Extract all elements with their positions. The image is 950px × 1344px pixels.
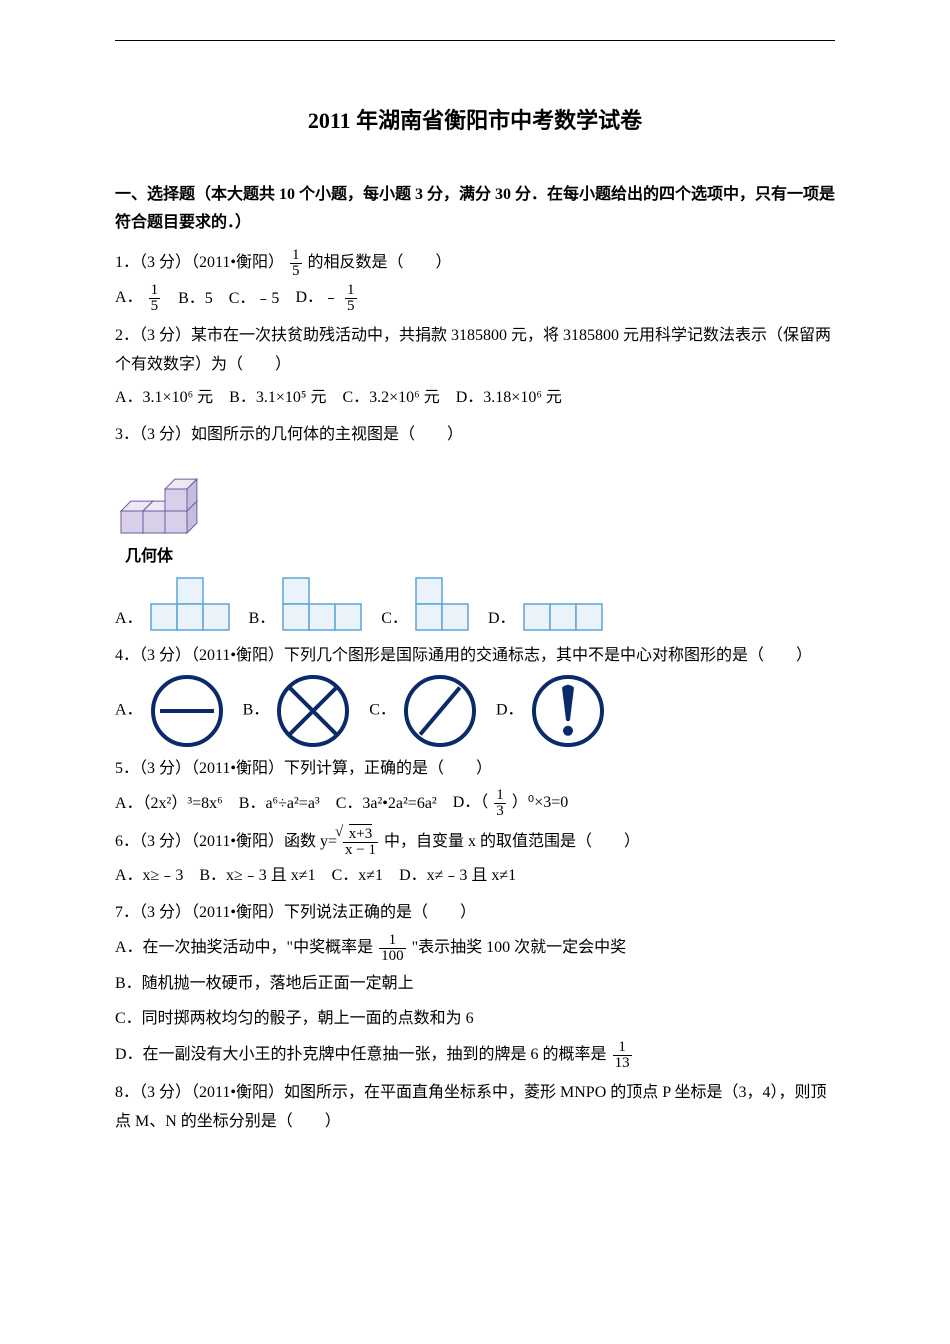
q2-opt-c: C．3.2×10⁶ 元 xyxy=(342,384,439,413)
q3-view-d-svg xyxy=(520,600,606,634)
q5-stem: 5．（3 分）（2011•衡阳）下列计算，正确的是（ ） xyxy=(115,755,835,784)
q6-frac: x+3 √ x − 1 xyxy=(343,827,378,858)
q3-b-label: B． xyxy=(249,610,276,627)
q1-a-pre: A． xyxy=(115,289,143,306)
q1-stem: 1．（3 分）（2011•衡阳） 1 5 的相反数是（ ） xyxy=(115,248,835,279)
q7-opt-a: A．在一次抽奖活动中，"中奖概率是 1 100 "表示抽奖 100 次就一定会中… xyxy=(115,933,835,964)
q7-a-num: 1 xyxy=(379,933,406,949)
q5-d-frac: 1 3 xyxy=(494,788,506,819)
q6-options: A．x≥﹣3 B．x≥﹣3 且 x≠1 C．x≠1 D．x≠﹣3 且 x≠1 xyxy=(115,862,835,891)
q3-view-a-svg xyxy=(147,574,233,634)
q4-a-label: A． xyxy=(115,702,143,719)
q1-opt-a: A． 1 5 xyxy=(115,283,162,314)
q7-d-pre: D．在一副没有大小王的扑克牌中任意抽一张，抽到的牌是 6 的概率是 xyxy=(115,1046,607,1063)
q1-a-den: 5 xyxy=(149,299,161,314)
q4-opt-d: D． xyxy=(496,675,608,747)
q5-d-den: 3 xyxy=(494,804,506,819)
q4-sign-c-svg xyxy=(404,675,476,747)
q7-d-frac: 1 13 xyxy=(613,1040,632,1071)
q3-stem: 3．（3 分）如图所示的几何体的主视图是（ ） xyxy=(115,421,835,450)
q6-stem-pre: 6．（3 分）（2011•衡阳）函数 y= xyxy=(115,833,337,850)
q2-stem: 2．（3 分）某市在一次扶贫助残活动中，共捐款 3185800 元，将 3185… xyxy=(115,322,835,380)
q4-opt-c: C． xyxy=(369,675,480,747)
q7-opt-b: B．随机抛一枚硬币，落地后正面一定朝上 xyxy=(115,970,835,999)
q1-opt-c: C．﹣5 xyxy=(229,285,280,314)
q1-opt-b: B．5 xyxy=(178,285,213,314)
q5-d-post: ）⁰×3=0 xyxy=(512,794,568,811)
q6-opt-c: C．x≠1 xyxy=(332,862,383,891)
q3-opt-d: D． xyxy=(488,600,606,634)
q2-opt-d: D．3.18×10⁶ 元 xyxy=(456,384,562,413)
q4-sign-b-svg xyxy=(277,675,349,747)
q4-d-label: D． xyxy=(496,702,524,719)
q4-opt-b: B． xyxy=(243,675,354,747)
page-title: 2011 年湖南省衡阳市中考数学试卷 xyxy=(115,101,835,141)
q4-sign-d-svg xyxy=(532,675,604,747)
q1-d-num: 1 xyxy=(345,283,357,299)
q5-d-num: 1 xyxy=(494,788,506,804)
q5-options: A．（2x²）³=8x⁶ B．a⁶÷a²=a³ C．3a²•2a²=6a² D．… xyxy=(115,788,835,819)
q5-opt-c: C．3a²•2a²=6a² xyxy=(336,790,437,819)
q4-stem: 4．（3 分）（2011•衡阳）下列几个图形是国际通用的交通标志，其中不是中心对… xyxy=(115,642,835,671)
q3-view-b-svg xyxy=(279,574,365,634)
q7-a-den: 100 xyxy=(379,949,406,964)
q7-a-frac: 1 100 xyxy=(379,933,406,964)
q6-opt-d: D．x≠﹣3 且 x≠1 xyxy=(399,862,516,891)
q3-solid-svg xyxy=(115,453,215,543)
q3-solid-label: 几何体 xyxy=(125,543,835,572)
q5-opt-d: D．（ 1 3 ）⁰×3=0 xyxy=(453,788,569,819)
q7-d-den: 13 xyxy=(613,1056,632,1071)
q2-opt-b: B．3.1×10⁵ 元 xyxy=(229,384,326,413)
q6-frac-bot: x − 1 xyxy=(343,843,378,858)
q7-a-pre: A．在一次抽奖活动中，"中奖概率是 xyxy=(115,940,373,957)
q1-stem-post: 的相反数是（ ） xyxy=(308,254,452,271)
q4-options: A． B． C． D． xyxy=(115,675,835,747)
q3-opt-a: A． xyxy=(115,574,233,634)
q7-stem: 7．（3 分）（2011•衡阳）下列说法正确的是（ ） xyxy=(115,899,835,928)
q6-stem-post: 中，自变量 x 的取值范围是（ ） xyxy=(384,833,640,850)
q7-d-num: 1 xyxy=(613,1040,632,1056)
q8-stem: 8．（3 分）（2011•衡阳）如图所示，在平面直角坐标系中，菱形 MNPO 的… xyxy=(115,1079,835,1137)
q1-frac: 1 5 xyxy=(290,248,302,279)
q5-opt-a: A．（2x²）³=8x⁶ xyxy=(115,790,223,819)
q1-frac-num: 1 xyxy=(290,248,302,264)
q1-opt-d: D．﹣ 1 5 xyxy=(295,283,358,314)
q7-opt-c: C．同时掷两枚均匀的骰子，朝上一面的点数和为 6 xyxy=(115,1005,835,1034)
q2-options: A．3.1×10⁶ 元 B．3.1×10⁵ 元 C．3.2×10⁶ 元 D．3.… xyxy=(115,384,835,413)
q6-opt-a: A．x≥﹣3 xyxy=(115,862,183,891)
q3-options: A． B． C． D． xyxy=(115,574,835,634)
q4-sign-a-svg xyxy=(151,675,223,747)
q4-opt-a: A． xyxy=(115,675,227,747)
q3-opt-c: C． xyxy=(381,574,472,634)
q5-d-pre: D．（ xyxy=(453,794,489,811)
q3-d-label: D． xyxy=(488,610,516,627)
q3-a-label: A． xyxy=(115,610,143,627)
q6-stem: 6．（3 分）（2011•衡阳）函数 y= x+3 √ x − 1 中，自变量 … xyxy=(115,827,835,858)
q4-c-label: C． xyxy=(369,702,396,719)
q1-stem-pre: 1．（3 分）（2011•衡阳） xyxy=(115,254,284,271)
q7-opt-d: D．在一副没有大小王的扑克牌中任意抽一张，抽到的牌是 6 的概率是 1 13 xyxy=(115,1040,835,1071)
q5-opt-b: B．a⁶÷a²=a³ xyxy=(239,790,320,819)
q1-d-pre: D．﹣ xyxy=(295,289,339,306)
q6-frac-top: x+3 √ xyxy=(343,827,378,843)
q1-options: A． 1 5 B．5 C．﹣5 D．﹣ 1 5 xyxy=(115,283,835,314)
q3-opt-b: B． xyxy=(249,574,366,634)
q1-d-frac: 1 5 xyxy=(345,283,357,314)
top-rule xyxy=(115,40,835,41)
section-heading: 一、选择题（本大题共 10 个小题，每小题 3 分，满分 30 分．在每小题给出… xyxy=(115,181,835,239)
q1-a-frac: 1 5 xyxy=(149,283,161,314)
q1-a-num: 1 xyxy=(149,283,161,299)
q1-frac-den: 5 xyxy=(290,264,302,279)
q3-c-label: C． xyxy=(381,610,408,627)
q1-d-den: 5 xyxy=(345,299,357,314)
q7-a-post: "表示抽奖 100 次就一定会中奖 xyxy=(412,940,627,957)
q3-solid-figure: 几何体 xyxy=(115,453,835,572)
q3-view-c-svg xyxy=(412,574,472,634)
q2-opt-a: A．3.1×10⁶ 元 xyxy=(115,384,213,413)
q4-b-label: B． xyxy=(243,702,270,719)
q6-opt-b: B．x≥﹣3 且 x≠1 xyxy=(199,862,315,891)
